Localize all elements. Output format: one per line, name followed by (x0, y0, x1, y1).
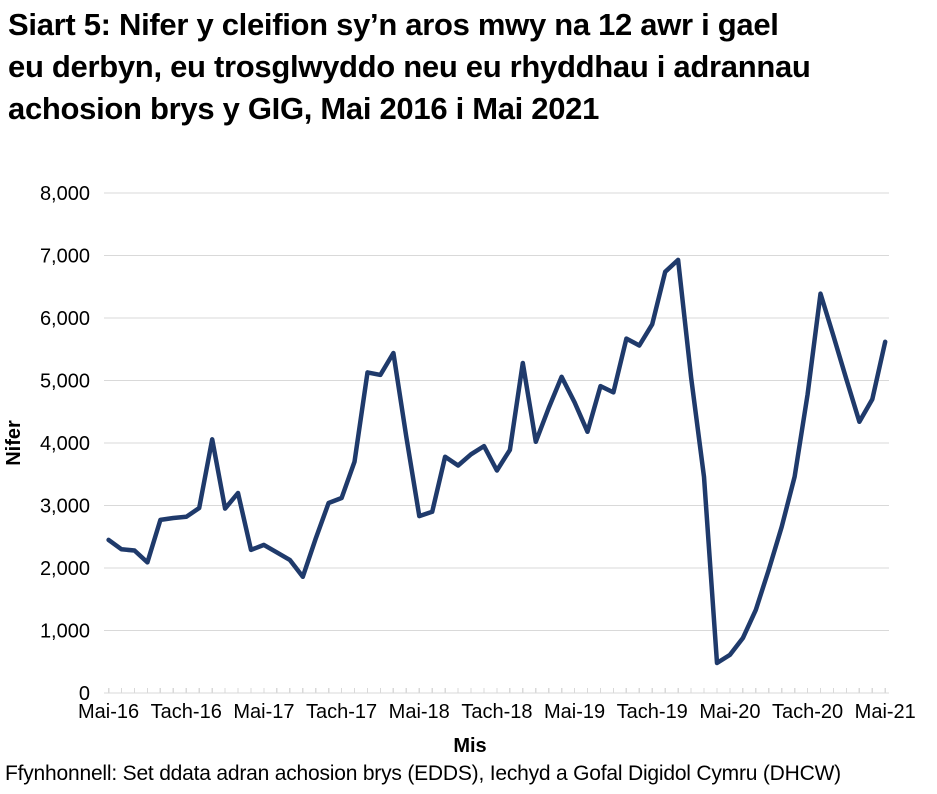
x-tick-label: Mai-16 (78, 701, 139, 723)
x-tick-label: Tach-19 (617, 701, 688, 723)
x-tick-label: Tach-17 (306, 701, 377, 723)
x-tick-label: Mai-20 (699, 701, 760, 723)
y-tick-label: 0 (79, 683, 90, 705)
gridlines (104, 192, 889, 694)
y-tick-label: 6,000 (40, 308, 90, 330)
y-tick-label: 7,000 (40, 246, 90, 268)
x-tick-label: Mai-21 (855, 701, 916, 723)
y-tick-label: 3,000 (40, 496, 90, 518)
x-tick-label: Mai-17 (233, 701, 294, 723)
y-tick-label: 2,000 (40, 558, 90, 580)
x-axis-tick-labels: Mai-16 Tach-16 Mai-17 Tach-17 Mai-18 Tach-18 M… (78, 701, 916, 723)
y-tick-label: 4,000 (40, 433, 90, 455)
y-tick-label: 8,000 (40, 183, 90, 205)
data-line-series (106, 257, 888, 666)
x-tick-label: Tach-20 (772, 701, 843, 723)
chart-title: Siart 5: Nifer y cleifion sy’n aros mwy … (8, 7, 811, 126)
y-tick-label: 1,000 (40, 621, 90, 643)
y-axis-title: Nifer (3, 420, 25, 466)
y-tick-label: 5,000 (40, 371, 90, 393)
x-axis-month-ticks (107, 688, 886, 693)
y-axis-tick-labels: 0 1,000 2,000 3,000 4,000 5,000 6,000 7,000 8,00… (40, 183, 90, 705)
x-tick-label: Tach-16 (151, 701, 222, 723)
x-tick-label: Tach-18 (461, 701, 532, 723)
x-tick-label: Mai-18 (389, 701, 450, 723)
x-axis-title: Mis (453, 735, 486, 757)
x-tick-label: Mai-19 (544, 701, 605, 723)
source-note: Ffynhonnell: Set ddata adran achosion br… (5, 762, 841, 785)
